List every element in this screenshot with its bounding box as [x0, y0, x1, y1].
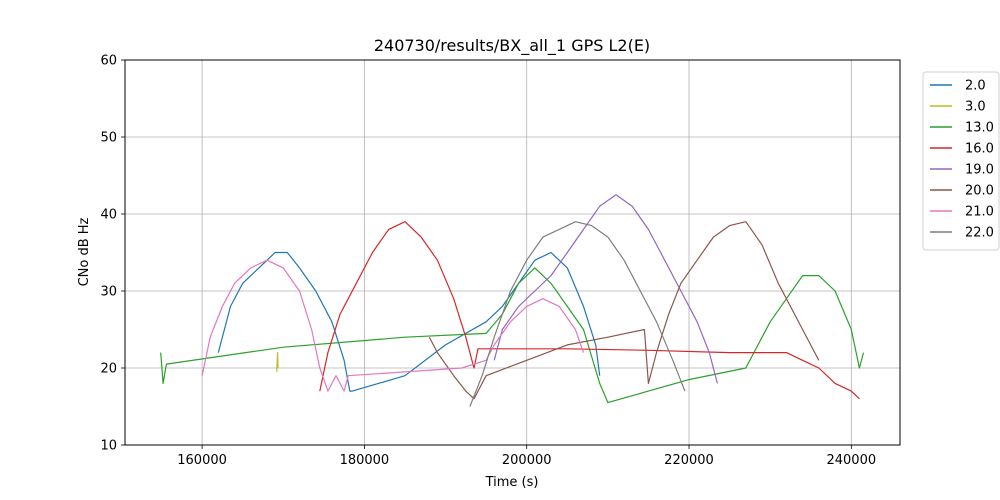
- series-line-22-0: [469, 221, 686, 407]
- legend-label: 22.0: [965, 226, 994, 241]
- y-tick-label: 60: [100, 54, 117, 69]
- axis-ticks: 160000 180000 200000 220000 240000 10 20 30 40 50…: [100, 54, 876, 469]
- x-tick-label: 240000: [826, 453, 876, 468]
- grid-lines: [125, 59, 900, 446]
- x-tick-label: 180000: [340, 453, 390, 468]
- y-tick-label: 10: [100, 439, 117, 454]
- series-line-3-0: [276, 352, 279, 372]
- series-line-19-0: [493, 194, 718, 384]
- chart-title: 240730/results/BX_all_1 GPS L2(E): [374, 36, 650, 56]
- legend-label: 16.0: [965, 142, 994, 157]
- legend-label: 3.0: [965, 100, 986, 115]
- legend: 2.0 3.0 13.0 16.0 19.0 20.0 21.0 22.0: [922, 71, 1000, 251]
- series-line-20-0: [428, 221, 820, 400]
- plot-frame: [124, 59, 901, 446]
- series-line-21-0: [201, 259, 585, 392]
- legend-box: [922, 71, 1000, 251]
- y-axis-title: CNo dB Hz: [77, 217, 92, 286]
- legend-label: 21.0: [965, 205, 994, 220]
- x-tick-label: 200000: [502, 453, 552, 468]
- x-tick-label: 220000: [664, 453, 714, 468]
- legend-label: 2.0: [965, 79, 986, 94]
- x-axis-title: Time (s): [485, 475, 539, 490]
- series-line-16-0: [319, 221, 860, 400]
- legend-label: 20.0: [965, 184, 994, 199]
- x-tick-label: 160000: [177, 453, 227, 468]
- legend-label: 19.0: [965, 163, 994, 178]
- y-tick-label: 20: [100, 362, 117, 377]
- series-line-13-0: [160, 267, 865, 404]
- y-tick-label: 50: [100, 131, 117, 146]
- series-line-2-0: [217, 251, 601, 392]
- legend-label: 13.0: [965, 121, 994, 136]
- y-tick-label: 30: [100, 285, 117, 300]
- y-tick-label: 40: [100, 208, 117, 223]
- series-lines: [160, 194, 865, 407]
